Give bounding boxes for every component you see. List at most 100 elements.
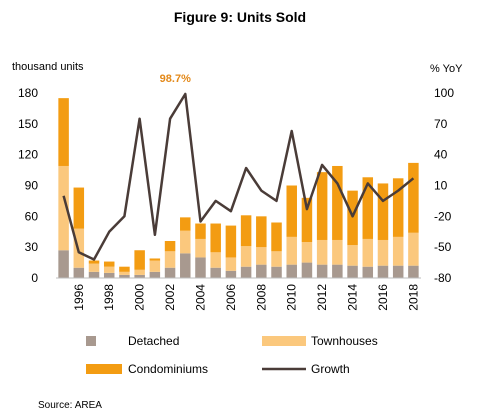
bar-condominiums-1997 (88, 260, 100, 264)
right-tick-label: 40 (434, 148, 448, 162)
bar-townhouses-2003 (180, 230, 191, 254)
x-tick-label: 2004 (193, 284, 207, 311)
source-note: Source: AREA (38, 400, 102, 411)
bar-detached-2012 (316, 264, 328, 278)
bar-townhouses-2009 (271, 251, 282, 267)
bar-condominiums-2000 (134, 250, 145, 270)
bar-detached-2006 (225, 270, 237, 278)
bar-townhouses-2015 (362, 238, 374, 267)
bar-detached-2017 (392, 265, 404, 278)
bar-condominiums-2005 (210, 223, 221, 253)
bar-condominiums-2006 (225, 225, 237, 258)
bar-condominiums-2012 (316, 172, 328, 240)
bar-detached-2004 (195, 257, 206, 278)
bar-detached-2015 (362, 266, 374, 278)
right-axis-unit: % YoY (430, 63, 463, 75)
bar-townhouses-2017 (392, 236, 404, 266)
right-tick-label: 100 (434, 86, 454, 100)
legend-swatch-detached (86, 336, 96, 346)
right-tick-label: -20 (434, 209, 452, 223)
x-tick-label: 2016 (376, 284, 390, 311)
bar-condominiums-2018 (408, 162, 419, 233)
bar-townhouses-2008 (256, 247, 267, 265)
bar-detached-1996 (73, 267, 85, 278)
x-axis-ticks: 1996 1998 2000 2002 2004 2006 2008 2010 2012 2014… (72, 284, 421, 311)
bar-detached-1997 (88, 271, 100, 278)
left-tick-label: 60 (25, 209, 39, 223)
left-tick-label: 90 (25, 179, 39, 193)
x-tick-label: 2000 (133, 284, 147, 311)
bar-detached-2007 (240, 266, 252, 278)
bar-townhouses-2014 (347, 245, 358, 266)
bar-condominiums-1998 (103, 261, 115, 267)
bar-detached-2008 (256, 264, 267, 278)
bar-condominiums-2004 (195, 223, 206, 239)
stacked-bars (58, 98, 419, 278)
bar-detached-2000 (134, 274, 145, 278)
bar-detached-2014 (347, 265, 358, 278)
left-tick-label: 0 (31, 271, 38, 285)
bar-condominiums-2003 (180, 217, 191, 231)
bar-townhouses-2013 (332, 239, 343, 265)
bar-detached-2018 (408, 265, 419, 278)
x-tick-label: 2010 (285, 284, 299, 311)
bar-townhouses-2010 (286, 236, 297, 265)
bar-condominiums-2016 (377, 183, 389, 240)
bar-condominiums-1996 (73, 187, 85, 229)
bar-townhouses-2000 (134, 269, 145, 275)
bar-condominiums-2017 (392, 178, 404, 237)
bar-detached-2013 (332, 264, 343, 278)
right-tick-label: 10 (434, 179, 448, 193)
bar-detached-2011 (301, 262, 313, 278)
growth-peak-annotation: 98.7% (160, 73, 191, 85)
right-tick-label: -50 (434, 240, 452, 254)
legend-label-condominiums: Condominiums (128, 362, 208, 376)
bar-townhouses-2005 (210, 252, 221, 268)
bar-townhouses-2002 (164, 251, 176, 268)
x-tick-label: 2002 (163, 284, 177, 311)
right-tick-label: -80 (434, 271, 452, 285)
legend-label-growth: Growth (311, 362, 350, 376)
x-tick-label: 2012 (315, 284, 329, 311)
bar-detached-2003 (180, 253, 191, 278)
bar-condominiums-2007 (240, 215, 252, 247)
bar-condominiums-2008 (256, 216, 267, 248)
bar-condominiums-1995 (58, 98, 69, 166)
bar-townhouses-1999 (119, 271, 130, 275)
left-axis-ticks: 0 30 60 90 120 150 180 (18, 86, 38, 285)
legend: Detached Townhouses Condominiums Growth (86, 334, 378, 376)
bar-detached-2001 (149, 271, 161, 278)
bar-detached-2002 (164, 267, 176, 278)
bar-condominiums-2009 (271, 222, 282, 252)
x-tick-label: 1996 (72, 284, 86, 311)
bar-condominiums-2002 (164, 241, 176, 252)
bar-townhouses-2001 (149, 260, 161, 272)
bar-townhouses-2004 (195, 238, 206, 258)
legend-label-townhouses: Townhouses (311, 334, 378, 348)
bar-townhouses-2016 (377, 239, 389, 266)
growth-line-layer (62, 92, 415, 261)
x-tick-label: 1998 (102, 284, 116, 311)
legend-swatch-townhouses (262, 336, 306, 346)
bar-condominiums-2001 (149, 258, 161, 261)
bar-condominiums-2013 (332, 165, 343, 240)
bar-detached-2009 (271, 266, 282, 278)
bar-condominiums-2010 (286, 185, 297, 237)
bar-townhouses-2018 (408, 232, 419, 266)
left-axis-unit: thousand units (12, 61, 84, 73)
bar-townhouses-2012 (316, 239, 328, 265)
bar-townhouses-2011 (301, 242, 313, 263)
bar-detached-2005 (210, 267, 221, 278)
legend-label-detached: Detached (128, 334, 179, 348)
x-tick-label: 2014 (346, 284, 360, 311)
right-tick-label: 70 (434, 117, 448, 131)
bar-townhouses-2006 (225, 257, 237, 271)
left-tick-label: 180 (18, 86, 38, 100)
bar-townhouses-1998 (103, 266, 115, 273)
bar-detached-1998 (103, 272, 115, 278)
bar-townhouses-1995 (58, 165, 69, 251)
left-tick-label: 150 (18, 117, 38, 131)
chart-title: Figure 9: Units Sold (174, 9, 306, 25)
growth-line (62, 92, 415, 261)
